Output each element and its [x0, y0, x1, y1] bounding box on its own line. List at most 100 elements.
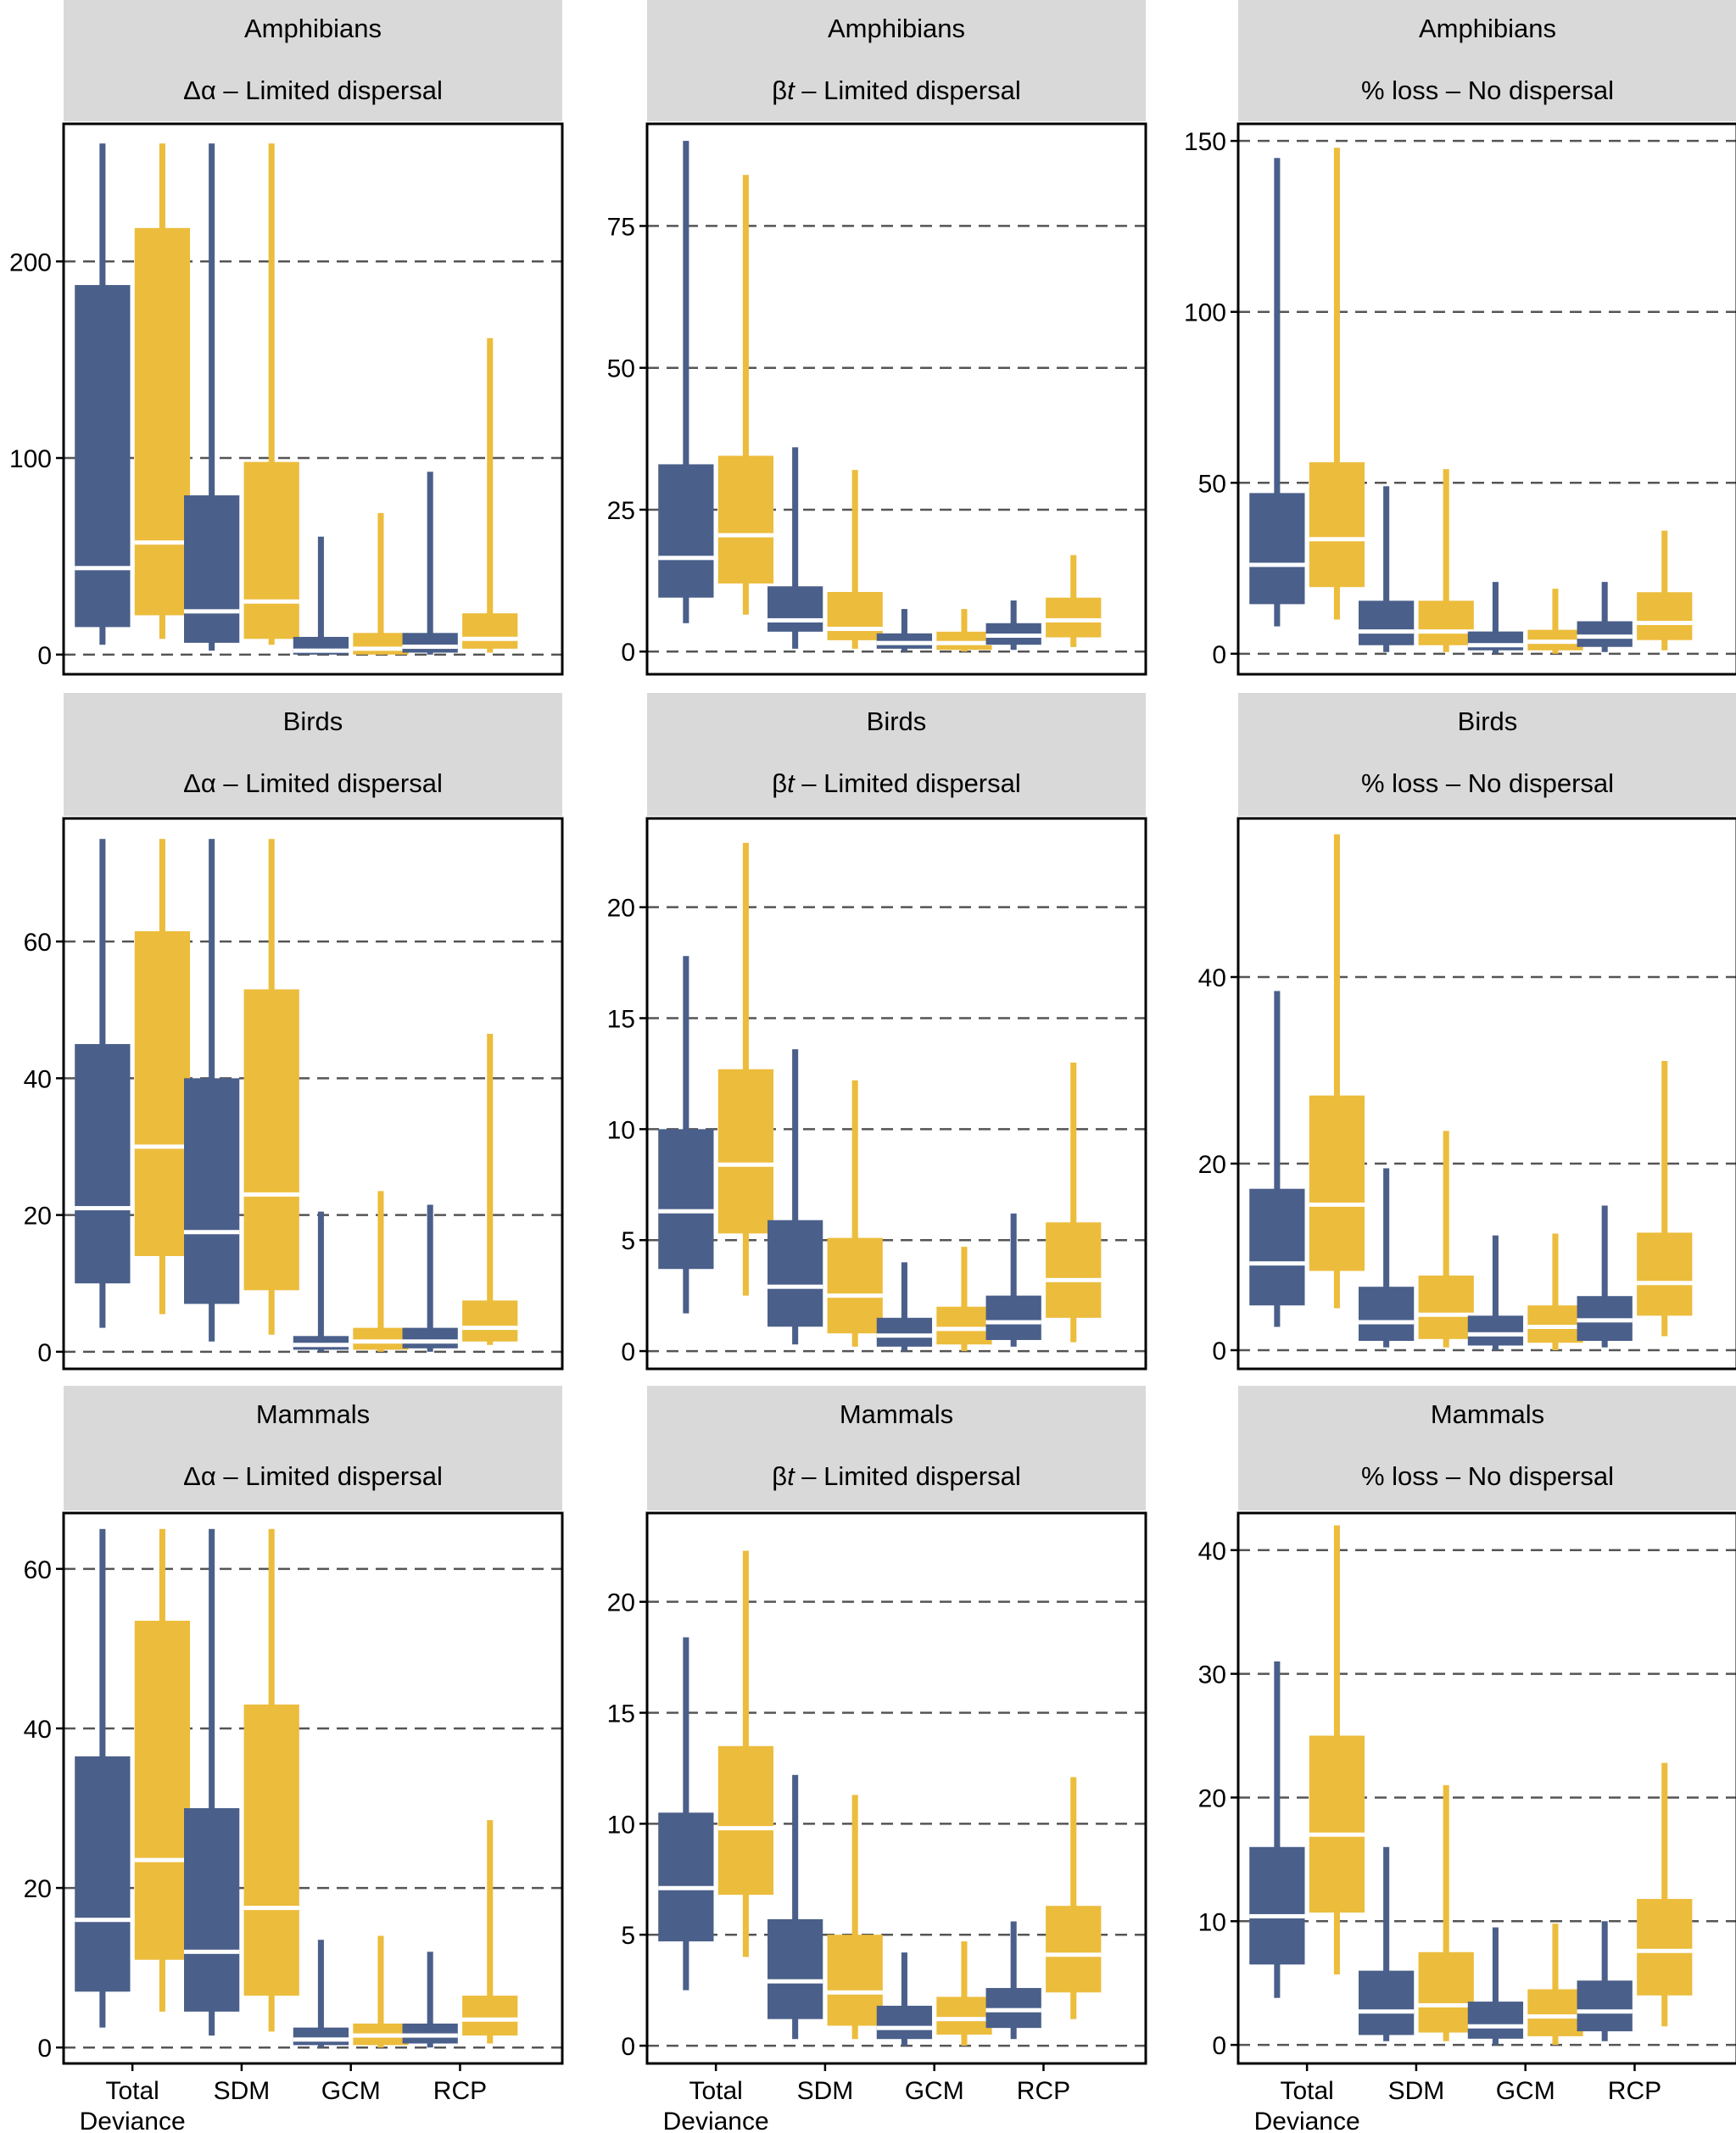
y-tick-label: 20 — [24, 1203, 52, 1231]
box-body — [184, 1078, 240, 1304]
median-line — [876, 1333, 933, 1338]
box-body — [462, 1300, 518, 1342]
box-body — [462, 613, 518, 649]
box-rcp-series-1 — [462, 1033, 518, 1345]
panel-frame — [645, 1511, 1147, 2065]
box-body — [1637, 592, 1693, 640]
box-body — [658, 1812, 714, 1942]
whisker — [851, 470, 858, 649]
box-rcp-series-0 — [1577, 582, 1633, 652]
box-body — [75, 1756, 131, 1992]
box-body — [1249, 1188, 1305, 1306]
box-total-series-0 — [75, 839, 131, 1328]
whisker — [792, 447, 799, 649]
box-gcm-series-1 — [353, 1191, 409, 1352]
strip-background — [64, 1386, 562, 1510]
box-gcm-series-0 — [1467, 582, 1524, 654]
box-total-series-1 — [134, 1528, 191, 2012]
box-total-series-1 — [134, 143, 191, 639]
median-line — [293, 1343, 349, 1348]
x-tick-label-line: GCM — [1496, 2077, 1555, 2105]
median-line — [1046, 1952, 1102, 1957]
whisker — [1274, 1661, 1281, 1998]
title-symbol-subscript: t — [787, 75, 795, 105]
median-line — [1249, 1913, 1305, 1918]
strip-taxon-label: Mammals — [840, 1399, 953, 1429]
panel-8: Mammals % loss – No dispersal 0 10 20 30 40 Tot… — [1198, 1386, 1736, 2133]
box-body — [1359, 1287, 1415, 1341]
box-sdm-series-0 — [768, 1049, 823, 1345]
whisker — [1070, 1777, 1077, 2019]
y-tick-label: 0 — [37, 642, 52, 670]
whisker — [1274, 991, 1281, 1327]
box-rcp-series-0 — [985, 600, 1041, 651]
whisker — [851, 1080, 858, 1347]
whisker — [268, 143, 275, 645]
box-rcp-series-0 — [402, 1952, 458, 2048]
box-body — [1577, 1980, 1633, 2032]
box-body — [243, 989, 299, 1291]
box-total-series-1 — [717, 1550, 774, 1957]
box-gcm-series-1 — [1527, 589, 1583, 654]
box-body — [985, 1295, 1041, 1340]
title-rest: – Limited dispersal — [795, 768, 1021, 798]
box-body — [1249, 493, 1305, 605]
whisker — [1274, 158, 1281, 627]
whisker — [792, 1049, 799, 1345]
box-body — [768, 1918, 823, 2019]
median-line — [353, 2033, 409, 2038]
box-total-series-0 — [1249, 991, 1305, 1327]
box-gcm-series-1 — [353, 512, 409, 655]
box-body — [184, 1808, 240, 2012]
median-line — [936, 1326, 992, 1332]
whisker — [901, 1262, 907, 1352]
x-tick-label: SDM — [214, 2077, 271, 2105]
box-body — [717, 1745, 774, 1896]
median-line — [1046, 617, 1102, 623]
x-tick-label-line: Total — [105, 2077, 159, 2105]
strip-background — [1238, 693, 1736, 816]
median-line — [293, 648, 349, 653]
median-line — [827, 626, 883, 631]
strip-background — [1238, 0, 1736, 121]
box-body — [1577, 621, 1633, 647]
panel-6: Mammals Δα – Limited dispersal 0 20 40 60 Tota… — [24, 1386, 564, 2133]
whisker — [1333, 148, 1340, 620]
title-symbol-subscript: t — [787, 768, 795, 798]
median-line — [1309, 537, 1365, 542]
box-rcp-series-0 — [985, 1921, 1041, 2040]
box-sdm-series-0 — [184, 143, 240, 651]
panel-frame — [62, 1511, 564, 2065]
whisker — [1552, 1924, 1559, 2046]
box-body — [768, 1220, 823, 1327]
box-body — [936, 1996, 992, 2035]
median-line — [1359, 2009, 1415, 2014]
median-line — [1249, 562, 1305, 567]
whisker — [1661, 530, 1668, 651]
whisker — [209, 1528, 215, 2036]
title-symbol: β — [772, 1461, 787, 1491]
whisker — [1383, 1168, 1390, 1348]
box-total-series-0 — [658, 1637, 714, 1991]
whisker — [1010, 1213, 1017, 1347]
box-body — [402, 633, 458, 653]
panel-1: Amphibians βt – Limited dispersal 0 25 50 75 — [607, 0, 1147, 676]
median-line — [134, 1857, 191, 1862]
box-body — [75, 1044, 131, 1284]
whisker — [1601, 1205, 1608, 1348]
box-gcm-series-0 — [1467, 1927, 1524, 2046]
median-line — [768, 1979, 823, 1984]
x-tick-label: GCM — [321, 2077, 381, 2105]
box-body — [985, 1988, 1041, 2029]
strip-metric-label: βt – Limited dispersal — [772, 75, 1021, 105]
whisker — [1383, 1846, 1390, 2041]
y-tick-label: 0 — [621, 639, 635, 667]
box-gcm-series-0 — [293, 536, 349, 655]
box-body — [1046, 1906, 1102, 1993]
box-body — [134, 227, 191, 616]
y-tick-label: 0 — [37, 2035, 52, 2063]
x-tick-label: Total Deviance — [663, 2077, 769, 2133]
median-line — [402, 2033, 458, 2038]
box-body — [1046, 597, 1102, 638]
strip-taxon-label: Mammals — [1431, 1399, 1544, 1429]
